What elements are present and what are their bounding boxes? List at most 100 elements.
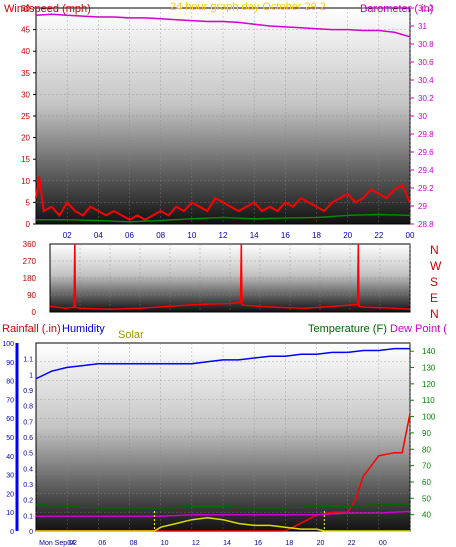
series-line-2 [36, 213, 411, 223]
series-temperature-f- [35, 504, 410, 509]
x-tick-label: 22 [348, 540, 356, 547]
y-tick-label-temperature: 100 [422, 413, 436, 422]
y-tick-label-wind: 10 [21, 177, 30, 186]
x-tick-label: 20 [343, 231, 352, 240]
x-tick-label: 06 [98, 540, 106, 547]
x-tick-label: 16 [254, 540, 262, 547]
y-tick-label-temperature: 130 [422, 364, 436, 373]
y-tick-label-humidity: 50 [6, 435, 14, 442]
wind-axis-title: Windspeed (mph) [4, 3, 91, 15]
y-tick-label-rain: 0.1 [23, 513, 33, 520]
x-tick-label: 14 [250, 231, 259, 240]
x-tick-label: 00 [379, 540, 387, 547]
y-tick-label-direction: 360 [23, 240, 37, 249]
chart-title: 24 hour graph day October 29 2 [170, 1, 326, 13]
compass-label: N [430, 243, 439, 257]
series-line-0 [35, 13, 411, 38]
x-tick-label: 04 [67, 540, 75, 547]
x-tick-label: 12 [219, 231, 228, 240]
y-tick-label-humidity: 40 [6, 454, 14, 461]
x-tick-label: Mon Sep 02 [39, 540, 77, 547]
y-tick-label-barometer: 30.6 [418, 58, 434, 67]
x-tick-label: 18 [285, 540, 293, 547]
y-tick-label-wind: 5 [26, 198, 31, 207]
y-tick-label-direction: 0 [32, 308, 37, 317]
compass-label: W [430, 259, 442, 273]
y-tick-label-humidity: 60 [6, 416, 14, 423]
y-tick-label-temperature: 40 [422, 511, 431, 520]
y-tick-label-wind: 50 [21, 4, 30, 13]
y-tick-label-humidity: 70 [6, 397, 14, 404]
y-tick-label-temperature: 50 [422, 494, 431, 503]
legend-entry: Dew Point ( [390, 323, 447, 335]
y-tick-label-barometer: 28.8 [418, 220, 434, 229]
y-tick-label-humidity: 80 [6, 379, 14, 386]
y-tick-label-direction: 180 [23, 274, 37, 283]
series-solar [36, 517, 410, 532]
y-tick-label-temperature: 70 [422, 462, 431, 471]
y-tick-label-direction: 270 [23, 257, 37, 266]
y-tick-label-temperature: 60 [422, 478, 431, 487]
y-tick-label-rain: 1.1 [23, 357, 33, 364]
y-tick-label-temperature: 80 [422, 445, 431, 454]
series-rainfall-in- [36, 413, 411, 532]
y-tick-label-barometer: 29.6 [418, 148, 434, 157]
y-tick-label-barometer: 30 [418, 112, 427, 121]
y-tick-label-rain: 0 [29, 529, 33, 536]
y-tick-label-barometer: 31 [418, 22, 427, 31]
x-tick-label: 14 [223, 540, 231, 547]
y-tick-label-rain: 0.2 [23, 498, 33, 505]
x-tick-label: 16 [281, 231, 290, 240]
y-tick-label-humidity: 30 [6, 473, 14, 480]
y-tick-label-temperature: 140 [422, 347, 436, 356]
x-tick-label: 08 [130, 540, 138, 547]
y-tick-label-wind: 20 [21, 134, 30, 143]
x-tick-label: 06 [125, 231, 134, 240]
y-tick-label-humidity: 0 [10, 529, 14, 536]
direction-line-0 [49, 243, 411, 310]
legend-entry: Humidity [62, 323, 105, 335]
y-tick-label-wind: 40 [21, 47, 30, 56]
y-tick-label-temperature: 110 [422, 396, 435, 405]
y-tick-label-rain: 0.9 [23, 388, 33, 395]
y-tick-label-wind: 0 [26, 220, 31, 229]
x-tick-label: 10 [161, 540, 169, 547]
y-tick-label-wind: 35 [21, 69, 30, 78]
y-tick-label-rain: 0.5 [23, 451, 33, 458]
compass-label: S [430, 275, 438, 289]
y-tick-label-barometer: 31.2 [418, 4, 434, 13]
y-tick-label-barometer: 30.2 [418, 94, 434, 103]
y-tick-label-humidity: 10 [6, 510, 14, 517]
y-tick-label-rain: 1 [29, 372, 33, 379]
x-tick-label: 12 [192, 540, 200, 547]
y-tick-label-barometer: 29.2 [418, 184, 434, 193]
x-tick-label: 02 [63, 231, 72, 240]
y-tick-label-temperature: 90 [422, 429, 431, 438]
x-tick-label: 22 [374, 231, 383, 240]
legend-entry: Temperature (F) [308, 323, 387, 335]
y-tick-label-rain: 0.4 [23, 466, 33, 473]
series-line-1 [35, 176, 411, 221]
y-tick-label-wind: 45 [21, 26, 30, 35]
y-tick-label-rain: 0.8 [23, 404, 33, 411]
y-tick-label-barometer: 29.8 [418, 130, 434, 139]
y-tick-label-temperature: 120 [422, 380, 436, 389]
y-tick-label-direction: 90 [27, 291, 36, 300]
y-tick-label-barometer: 29.4 [418, 166, 434, 175]
legend-entry: Rainfall (.in) [2, 323, 61, 335]
y-tick-label-barometer: 30.4 [418, 76, 434, 85]
y-tick-label-wind: 15 [21, 155, 30, 164]
y-tick-label-humidity: 90 [6, 360, 14, 367]
x-tick-label: 08 [156, 231, 165, 240]
x-tick-label: 18 [312, 231, 321, 240]
y-tick-label-rain: 0.7 [23, 419, 33, 426]
x-tick-label: 00 [406, 231, 415, 240]
y-tick-label-barometer: 29 [418, 202, 427, 211]
y-tick-label-wind: 25 [21, 112, 30, 121]
y-tick-label-humidity: 100 [2, 341, 14, 348]
compass-label: E [430, 291, 438, 305]
barometer-axis-title: Barometer ( in) [360, 3, 433, 15]
legend-entry: Solar [118, 329, 144, 341]
y-tick-label-rain: 0.6 [23, 435, 33, 442]
